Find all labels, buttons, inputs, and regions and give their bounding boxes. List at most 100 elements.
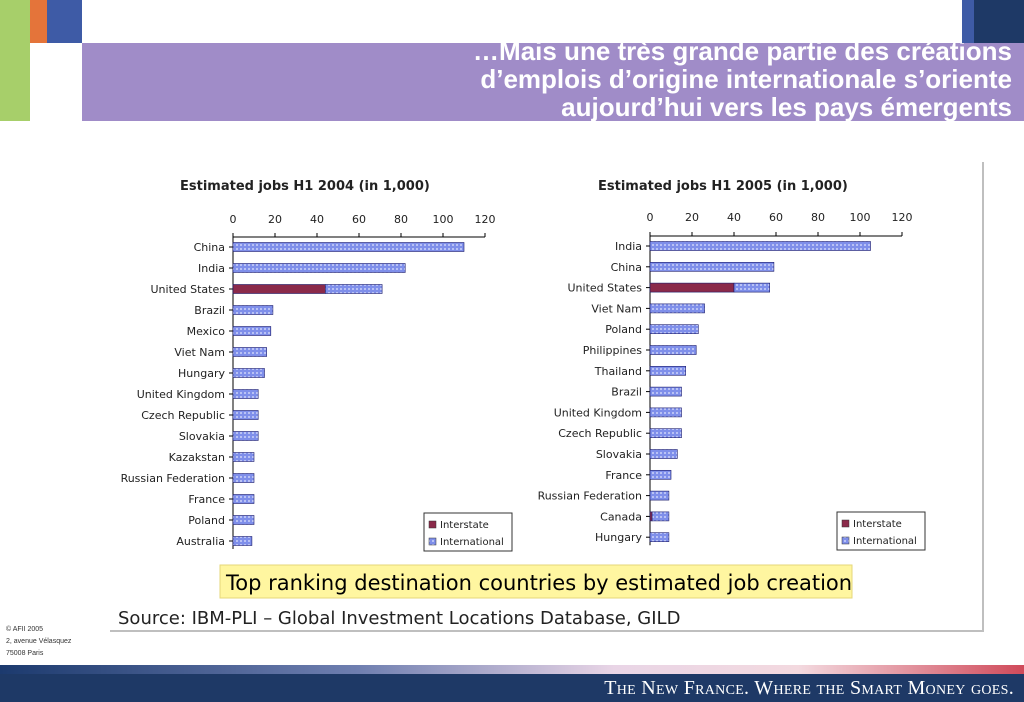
bar-international xyxy=(649,303,705,314)
bar-international xyxy=(232,242,465,252)
chart-caption: Top ranking destination countries by est… xyxy=(225,571,852,595)
bar-international xyxy=(649,345,697,355)
bar-international xyxy=(232,431,259,441)
tagline: The New France. Where the Smart Money go… xyxy=(604,677,1014,699)
chart-source: Source: IBM-PLI – Global Investment Loca… xyxy=(118,608,680,629)
x-tick-label: 100 xyxy=(433,213,454,226)
category-label: United Kingdom xyxy=(554,406,642,419)
bar-international xyxy=(651,511,670,522)
bar-international xyxy=(649,469,672,480)
bar-international xyxy=(649,262,775,272)
category-label: United States xyxy=(151,283,226,296)
bar-international xyxy=(232,347,267,357)
legend-swatch-interstate xyxy=(428,520,437,529)
category-label: Slovakia xyxy=(596,448,642,461)
category-label: India xyxy=(198,262,225,275)
footer-info: © AFII 2005 2, avenue Vélasquez 75008 Pa… xyxy=(6,624,71,660)
x-tick-label: 0 xyxy=(647,211,654,224)
category-label: Hungary xyxy=(595,531,642,544)
gradient-strip xyxy=(0,665,1024,674)
x-tick-label: 40 xyxy=(727,211,741,224)
bar-international xyxy=(232,515,255,525)
chart-title: Estimated jobs H1 2004 (in 1,000) xyxy=(180,179,430,194)
bar-international xyxy=(325,284,383,294)
category-label: Russian Federation xyxy=(121,472,225,485)
category-label: Czech Republic xyxy=(558,427,642,440)
bar-international xyxy=(649,490,670,501)
legend-box xyxy=(836,511,926,551)
bar-international xyxy=(649,449,678,459)
bar-international xyxy=(232,326,272,336)
legend-label-international: International xyxy=(440,537,504,548)
title-band: …Mais une très grande partie des créatio… xyxy=(82,43,1024,121)
footer-line: 75008 Paris xyxy=(6,650,44,657)
category-label: Kazakstan xyxy=(169,451,225,464)
chart-2004: Estimated jobs H1 2004 (in 1,000) 0 20 40 60… xyxy=(121,179,513,552)
bar-international xyxy=(232,368,265,378)
chart-2005: Estimated jobs H1 2005 (in 1,000) 0 20 40 60… xyxy=(538,179,926,551)
category-label: Viet Nam xyxy=(591,302,642,315)
chart-title: Estimated jobs H1 2005 (in 1,000) xyxy=(598,179,848,194)
legend-label-international: International xyxy=(853,536,917,547)
bar-international xyxy=(649,366,687,376)
title-line: aujourd’hui vers les pays émergents xyxy=(561,92,1012,121)
category-label: Slovakia xyxy=(179,430,225,443)
category-label: China xyxy=(194,241,225,254)
category-label: United Kingdom xyxy=(137,388,225,401)
x-tick-label: 60 xyxy=(352,213,366,226)
legend-swatch-interstate xyxy=(841,519,850,528)
category-label: France xyxy=(188,493,225,506)
title-line: …Mais une très grande partie des créatio… xyxy=(473,43,1012,66)
bar-international xyxy=(649,241,871,251)
category-label: Australia xyxy=(176,535,225,548)
legend-swatch-international xyxy=(428,537,437,546)
bar-international xyxy=(733,282,771,293)
bar-international xyxy=(649,428,682,439)
category-label: United States xyxy=(568,282,643,295)
green-block xyxy=(0,0,30,121)
category-label: Thailand xyxy=(594,365,642,378)
category-label: Mexico xyxy=(187,325,226,338)
bar-international xyxy=(649,386,682,397)
x-tick-label: 40 xyxy=(310,213,324,226)
x-tick-label: 80 xyxy=(811,211,825,224)
blue-block-right xyxy=(962,0,974,43)
bar-international xyxy=(649,324,699,334)
bar-international xyxy=(649,532,670,543)
bar-interstate xyxy=(232,284,326,294)
category-label: Canada xyxy=(600,510,642,523)
orange-block xyxy=(30,0,47,43)
footer-bar: The New France. Where the Smart Money go… xyxy=(0,674,1024,702)
blue-block xyxy=(47,0,82,43)
bar-international xyxy=(232,452,255,462)
x-tick-label: 20 xyxy=(685,211,699,224)
category-label: Viet Nam xyxy=(174,346,225,359)
bar-international xyxy=(232,263,406,273)
bar-international xyxy=(232,473,255,483)
x-tick-label: 100 xyxy=(850,211,871,224)
bar-international xyxy=(232,536,253,546)
slide-title: …Mais une très grande partie des créatio… xyxy=(473,43,1012,121)
x-tick-label: 0 xyxy=(230,213,237,226)
category-label: Russian Federation xyxy=(538,490,642,503)
x-tick-label: 80 xyxy=(394,213,408,226)
legend-box xyxy=(423,512,513,552)
legend-label-interstate: Interstate xyxy=(853,519,902,530)
title-line: d’emplois d’origine internationale s’ori… xyxy=(480,64,1012,94)
category-label: Brazil xyxy=(611,386,642,399)
bar-international xyxy=(232,389,259,399)
category-label: Hungary xyxy=(178,367,225,380)
bar-interstate xyxy=(649,511,653,522)
charts-svg: Estimated jobs H1 2004 (in 1,000) 0 20 40 60… xyxy=(118,179,926,629)
navy-block-right xyxy=(974,0,1024,43)
caption-box xyxy=(219,564,853,599)
category-label: France xyxy=(605,469,642,482)
x-tick-label: 20 xyxy=(268,213,282,226)
bar-international xyxy=(649,407,682,418)
bar-interstate xyxy=(649,282,735,293)
category-label: Poland xyxy=(188,514,225,527)
legend-label-interstate: Interstate xyxy=(440,520,489,531)
category-label: Philippines xyxy=(583,344,643,357)
category-label: China xyxy=(611,261,642,274)
category-label: India xyxy=(615,240,642,253)
